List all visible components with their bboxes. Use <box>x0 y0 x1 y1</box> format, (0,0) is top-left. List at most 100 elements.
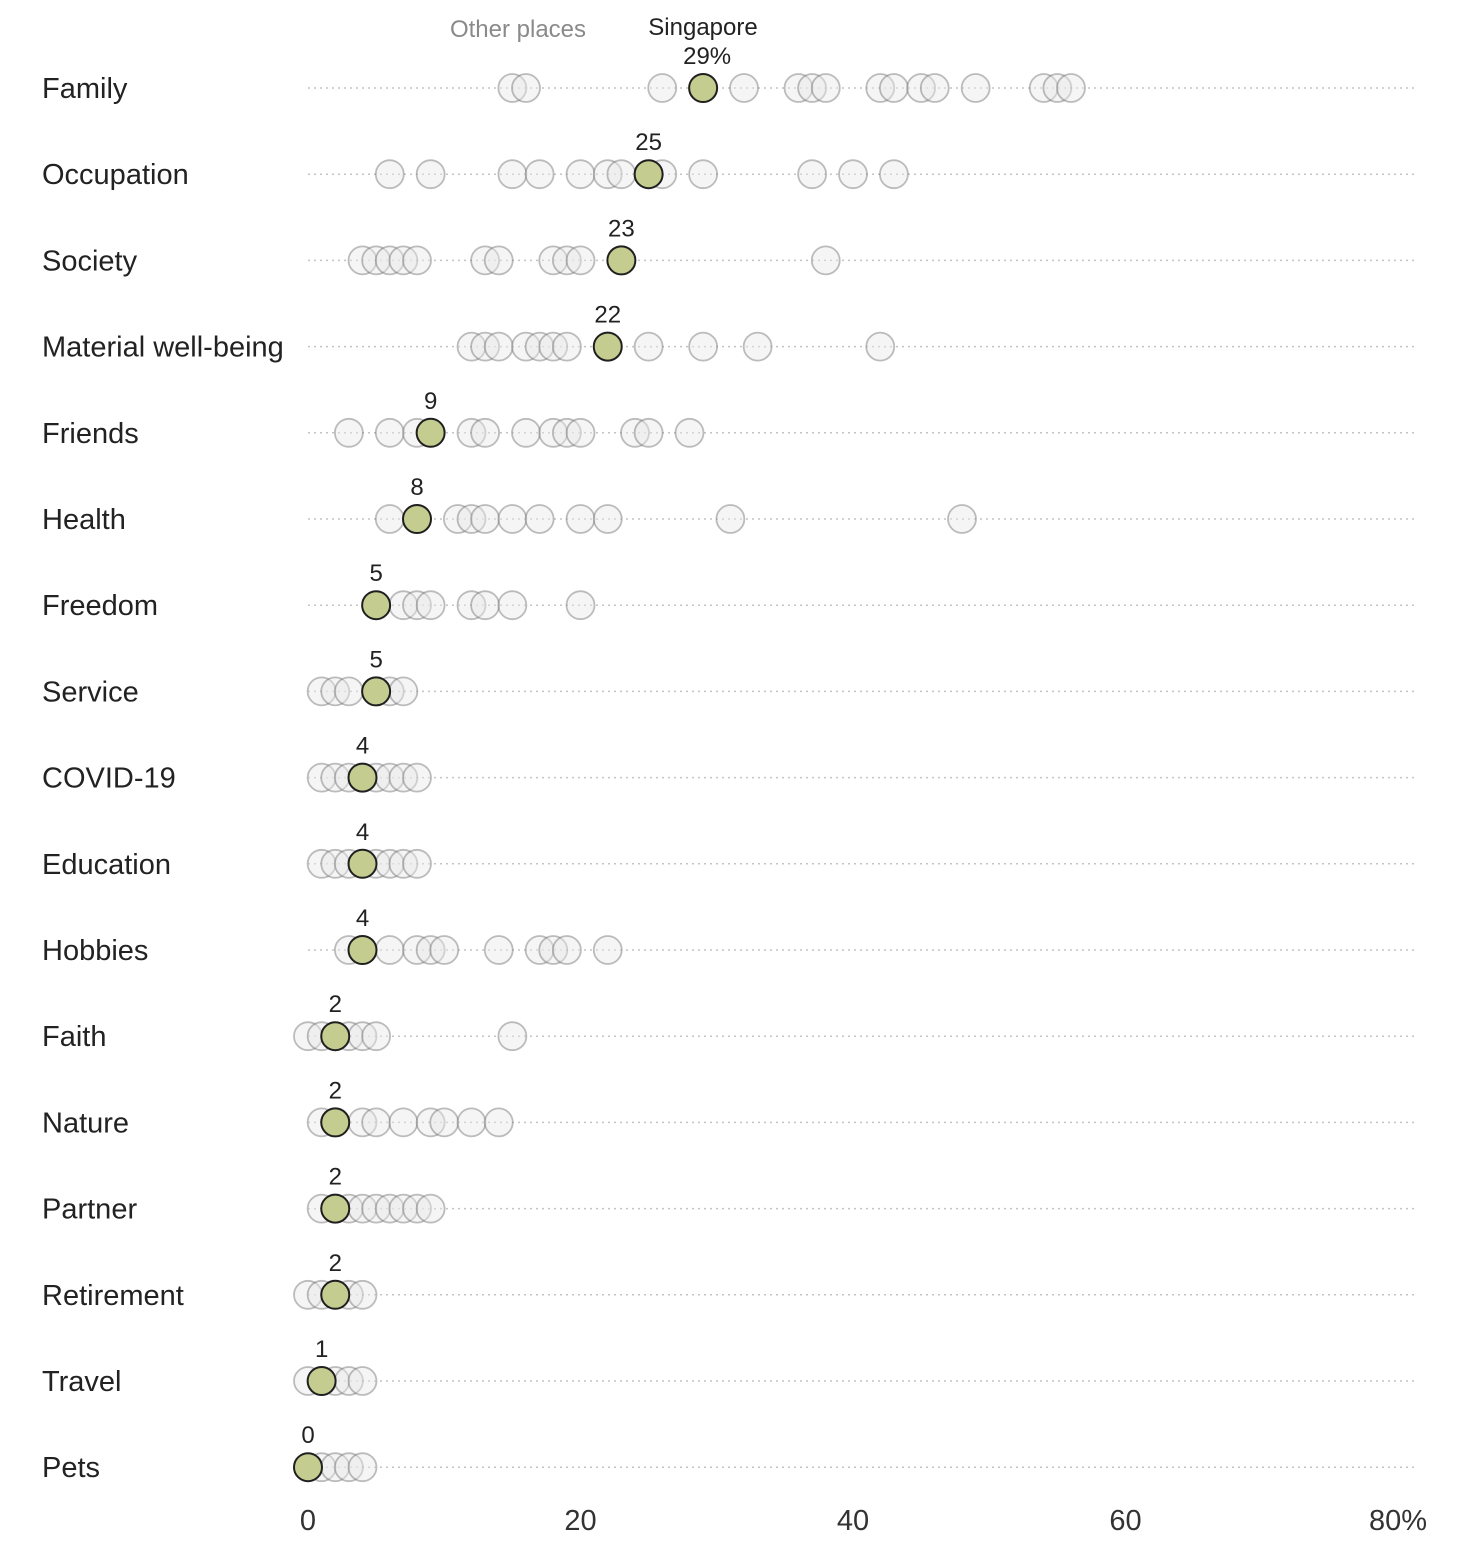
other-place-dot <box>483 331 514 362</box>
other-place-dot <box>497 504 528 534</box>
other-place-dot <box>688 159 719 190</box>
focus-place-dot <box>415 417 446 448</box>
focus-value-label: 5 <box>369 560 382 587</box>
other-place-dot <box>456 417 487 448</box>
focus-value-label: 2 <box>329 1077 342 1104</box>
other-place-dot <box>347 1452 378 1483</box>
other-place-dot <box>1028 73 1059 103</box>
category-label: Freedom <box>42 590 158 622</box>
other-place-dot <box>538 417 569 448</box>
other-place-dot <box>388 245 419 276</box>
other-place-dot <box>374 1193 405 1224</box>
other-place-dot <box>456 590 487 621</box>
other-place-dot <box>442 504 473 534</box>
category-row: Health 8 <box>42 474 1415 536</box>
focus-value-label: 4 <box>356 905 369 932</box>
focus-place-dot <box>633 159 664 190</box>
other-place-dot <box>497 1021 528 1052</box>
other-place-dot <box>415 1193 446 1224</box>
other-place-dot <box>333 417 364 448</box>
focus-value-label: 5 <box>369 646 382 673</box>
category-label: COVID-19 <box>42 763 176 795</box>
other-place-dot <box>947 504 977 534</box>
other-place-dot <box>565 417 596 448</box>
focus-value-label: 2 <box>329 1250 342 1277</box>
other-place-dot <box>347 1279 378 1310</box>
focus-place-dot <box>402 504 432 534</box>
other-place-dot <box>429 1107 460 1138</box>
other-place-dot <box>347 245 378 276</box>
other-place-dot <box>919 73 950 103</box>
other-place-dot <box>470 590 501 621</box>
other-place-dot <box>497 590 528 621</box>
focus-place-dot <box>361 590 392 621</box>
other-place-dot <box>470 417 501 448</box>
other-place-dot <box>592 935 623 965</box>
other-place-dot <box>402 848 432 879</box>
focus-place-dot <box>347 848 378 879</box>
category-row: Nature 2 <box>42 1077 1415 1139</box>
other-place-dot <box>306 848 337 879</box>
category-row: Occupation 25 <box>42 129 1415 191</box>
focus-value-label: 9 <box>424 388 437 415</box>
category-label: Material well-being <box>42 332 284 364</box>
other-place-dot <box>551 245 582 276</box>
other-place-dot <box>565 159 596 190</box>
other-place-dot <box>647 73 678 103</box>
other-place-dot <box>674 417 705 448</box>
other-place-dot <box>592 504 623 534</box>
other-place-dot <box>551 331 582 362</box>
x-tick-label: 80% <box>1369 1505 1427 1537</box>
other-place-dot <box>688 331 719 362</box>
other-place-dot <box>388 762 419 793</box>
focus-place-dot <box>361 676 392 707</box>
other-place-dot <box>402 245 432 276</box>
focus-value-label: 2 <box>329 1164 342 1191</box>
category-row: Pets 0 <box>42 1422 1415 1484</box>
other-place-dot <box>456 331 487 362</box>
other-place-dot <box>483 1107 514 1138</box>
other-place-dot <box>361 1107 392 1138</box>
other-place-dot <box>374 417 405 448</box>
focus-value-label: 8 <box>410 474 423 501</box>
category-label: Pets <box>42 1452 100 1484</box>
category-row: Material well-being 22 <box>42 302 1415 364</box>
focus-value-label: 1 <box>315 1336 328 1363</box>
focus-place-dot <box>320 1279 351 1310</box>
category-label: Family <box>42 73 128 105</box>
category-row: COVID-19 4 <box>42 733 1415 795</box>
focus-place-dot <box>320 1193 351 1224</box>
focus-place-dot <box>293 1452 323 1483</box>
other-place-dot <box>865 331 896 362</box>
legend-other-places: Other places <box>450 16 586 43</box>
other-place-dot <box>838 159 868 190</box>
other-place-dot <box>374 504 405 534</box>
other-place-dot <box>783 73 814 103</box>
focus-value-label: 4 <box>356 733 369 760</box>
focus-value-label: 22 <box>594 302 621 329</box>
focus-place-dot <box>592 331 623 362</box>
other-place-dot <box>906 73 937 103</box>
x-tick-label: 60 <box>1109 1505 1141 1537</box>
other-place-dot <box>538 245 569 276</box>
focus-value-label: 29% <box>683 43 731 70</box>
other-place-dot <box>511 417 541 448</box>
category-label: Hobbies <box>42 935 148 967</box>
category-row: Hobbies 4 <box>42 905 1415 967</box>
other-place-dot <box>551 417 582 448</box>
category-label: Society <box>42 245 138 277</box>
other-place-dot <box>388 848 419 879</box>
other-place-dot <box>402 762 432 793</box>
other-place-dot <box>960 73 991 103</box>
other-place-dot <box>333 1452 364 1483</box>
other-place-dot <box>497 159 528 190</box>
other-place-dot <box>620 417 650 448</box>
other-place-dot <box>592 159 623 190</box>
other-place-dot <box>524 504 555 534</box>
other-place-dot <box>538 935 569 965</box>
other-place-dot <box>402 935 432 965</box>
other-place-dot <box>633 331 664 362</box>
focus-place-dot <box>606 245 637 276</box>
focus-place-dot <box>320 1021 351 1052</box>
x-axis: 0 20 40 60 80% <box>300 1505 1427 1537</box>
